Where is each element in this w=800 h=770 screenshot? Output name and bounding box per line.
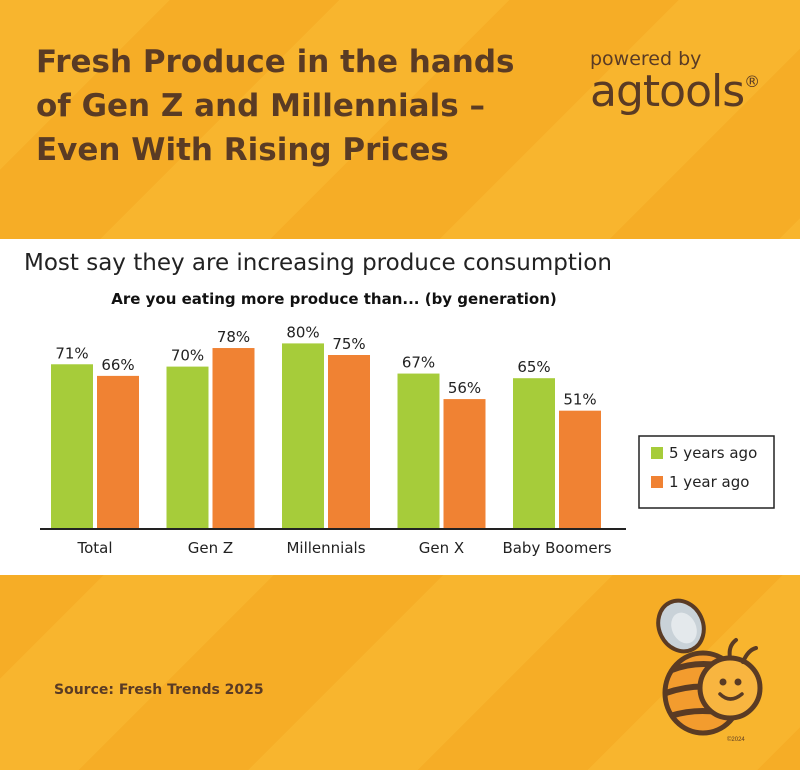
source-note: Source: Fresh Trends 2025 (54, 682, 264, 698)
x-tick-label: Baby Boomers (502, 539, 611, 557)
chart-panel: Most say they are increasing produce con… (0, 239, 800, 575)
bar (559, 410, 601, 529)
data-label: 67% (402, 354, 435, 372)
data-label: 56% (448, 379, 481, 397)
logo-text-ag: ag (590, 66, 644, 117)
x-tick-label: Gen Z (188, 539, 233, 557)
legend-label: 5 years ago (669, 444, 757, 462)
data-label: 65% (517, 358, 550, 376)
bar (397, 373, 440, 529)
bee-mascot-icon (656, 598, 763, 736)
data-label: 51% (563, 391, 596, 409)
data-label: 70% (171, 347, 204, 365)
bar (328, 355, 370, 529)
bar (166, 366, 209, 529)
bar-chart: 71% 66% Total 70% 78% Gen Z 80% 75% Millennials 6… (40, 323, 775, 557)
chart-subtitle: Are you eating more produce than... (by … (111, 290, 557, 308)
data-label: 66% (101, 356, 134, 374)
data-label: 78% (217, 328, 250, 346)
powered-by-label: powered by (590, 48, 702, 70)
bar (51, 364, 93, 529)
x-tick-label: Millennials (286, 539, 365, 557)
x-tick-label: Total (76, 539, 112, 557)
legend-swatch (651, 476, 663, 488)
legend-box (638, 435, 775, 509)
registered-mark: ® (744, 72, 760, 91)
bar (443, 399, 486, 529)
data-label: 80% (286, 323, 319, 341)
logo-text-tools: tools (642, 66, 745, 117)
chart-title: Most say they are increasing produce con… (24, 250, 612, 276)
legend-swatch (651, 447, 663, 459)
copyright-note: ©2024 (727, 737, 745, 743)
page-title: Fresh Produce in the hands of Gen Z and … (36, 44, 515, 168)
bar (212, 348, 255, 529)
x-tick-label: Gen X (419, 539, 464, 557)
bar (97, 375, 139, 529)
bar (282, 343, 324, 529)
data-label: 75% (332, 335, 365, 353)
bar (513, 378, 555, 529)
brand-logo: powered by agtools® (590, 48, 760, 117)
data-label: 71% (55, 344, 88, 362)
legend-label: 1 year ago (669, 473, 749, 491)
agtools-logo: agtools® (590, 66, 760, 117)
